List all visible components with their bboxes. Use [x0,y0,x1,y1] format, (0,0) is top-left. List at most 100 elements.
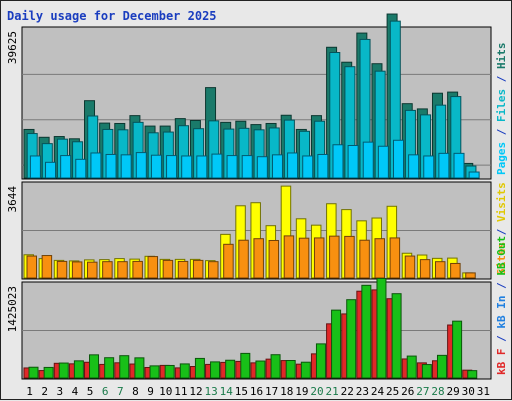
top-pages-bar [29,155,41,179]
middle-sites-bar [71,261,83,279]
bottom-kbout-bar [452,320,463,379]
x-tick-label: 11 [174,385,187,398]
x-tick-label: 2 [41,385,48,398]
bottom-kbout-bar [89,354,100,379]
legend-part: Hits [495,43,508,70]
middle-sites-bar [238,239,249,279]
x-tick-label: 17 [265,385,278,398]
bottom-kbout-bar [255,360,266,379]
bottom-kbout-bar [134,357,145,379]
legend-part: kB Out [495,236,508,276]
top-pages-bar [423,155,435,179]
x-tick-label: 10 [159,385,172,398]
middle-sites-bar [329,235,340,279]
middle-sites-bar [132,260,143,279]
bottom-kbout-bar [391,293,402,379]
x-tick-label: 20 [310,385,323,398]
top-pages-bar [196,155,208,179]
middle-sites-bar [56,260,68,279]
bottom-kbout-bar [315,343,326,379]
x-tick-label: 28 [431,385,444,398]
legend-part: Files [495,89,508,122]
top-pages-bar [302,155,314,179]
top-pages-bar [392,139,404,179]
bottom-kbout-bar [270,354,281,379]
bottom-kbout-bar [240,352,251,379]
legend-part: Visits [495,182,508,222]
x-tick-label: 18 [280,385,293,398]
panel-top: 39625 Pages / Files / Hits [6,13,508,180]
x-tick-label: 24 [371,385,385,398]
middle-sites-bar [41,255,53,279]
bottom-kbout-bar [179,363,190,379]
x-tick-label: 30 [462,385,475,398]
bottom-kbout-bar [346,299,357,379]
middle-sites-bar [465,272,476,279]
top-pages-bar [256,156,268,179]
x-tick-label: 29 [447,385,460,398]
top-pages-bar [408,154,420,179]
legend-part: kB In [495,296,508,329]
legend-part: kB F [495,349,508,376]
x-tick-label: 31 [477,385,490,398]
bottom-kbout-bar [406,355,417,379]
middle-sites-bar [87,261,98,279]
top-pages-bar [362,141,374,179]
top-pages-bar [241,155,253,179]
x-tick-label: 26 [401,385,414,398]
chart-panels: 39625 Pages / Files / Hits 3644 Sites / Vis… [6,13,508,380]
top-pages-bar [120,154,132,179]
x-tick-label: 7 [117,385,124,398]
middle-sites-bar [162,259,174,279]
x-tick-label: 12 [189,385,202,398]
middle-sites-bar [268,239,280,279]
top-pages-bar [166,155,178,179]
legend-part: / [495,69,508,89]
panel-bottom: 1425023 kB F / kB In / kB Out [6,236,508,380]
x-tick-label: 23 [356,385,369,398]
legend-part: Pages [495,142,508,175]
middle-sites-bar [208,261,219,279]
middle-sites-bar [26,255,37,279]
x-tick-label: 9 [147,385,154,398]
middle-sites-bar [359,239,370,279]
middle-sites-bar [434,261,446,279]
top-pages-bar [468,171,480,179]
middle-sites-bar [404,255,416,279]
x-tick-label: 14 [220,385,234,398]
bottom-kbout-bar [225,359,236,379]
legend-part: / [495,276,508,296]
x-tick-label: 25 [386,385,399,398]
x-axis-ticks: 1 2 3 4 5 6 7 8 9 10 11 12 13 14 15 16 17 18 19 20 21 22 23 24 2… [26,385,490,398]
bottom-kbout-bar [436,354,447,379]
top-pages-bar [347,145,359,179]
middle-sites-bar [374,238,385,279]
legend-part: / [495,329,508,349]
bottom-kbout-bar [376,277,387,379]
top-pages-bar [150,154,162,179]
top-pages-bar [332,144,344,179]
top-pages-bar [226,155,238,179]
middle-sites-bar [389,237,401,279]
x-tick-label: 5 [87,385,94,398]
middle-sites-bar [117,261,128,279]
x-tick-label: 21 [326,385,339,398]
bottom-kbout-bar [285,360,296,379]
bottom-kbout-bar [300,361,311,379]
top-pages-bar [211,153,223,179]
x-tick-label: 6 [102,385,109,398]
axis-max-label: 39625 [6,31,19,64]
top-pages-bar [75,158,87,179]
top-pages-bar [181,155,193,179]
middle-sites-bar [450,262,461,279]
bottom-kbout-bar [361,284,372,379]
series-legend-bottom: kB F / kB In / kB Out [495,236,508,375]
legend-part: / [495,222,508,242]
top-pages-bar [438,152,450,179]
middle-sites-bar [419,259,431,279]
axis-max-label: 3644 [6,186,19,213]
middle-sites-bar [344,235,355,279]
bottom-kbout-bar [149,365,160,379]
